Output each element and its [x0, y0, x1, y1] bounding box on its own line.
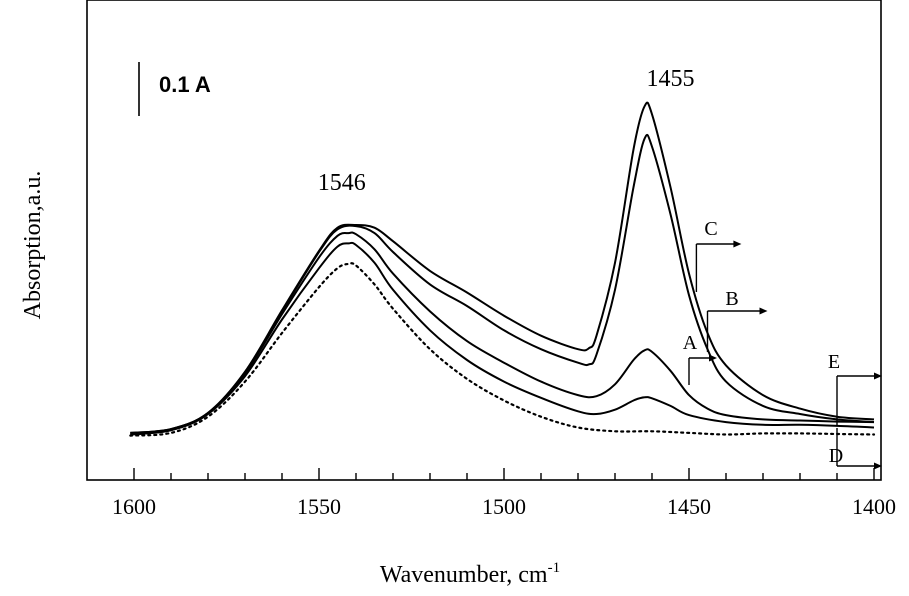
- curve-label-C: C: [696, 218, 741, 292]
- x-axis-label-sup: -1: [548, 560, 561, 576]
- curve-label-C-arrowhead: [733, 241, 741, 248]
- curve-label-C-text: C: [704, 218, 717, 240]
- y-axis-label: Absorption,a.u.: [20, 171, 46, 320]
- x-tick-label-1500: 1500: [482, 494, 526, 519]
- curve-label-E: E: [828, 351, 882, 425]
- scale-bar-label: 0.1 A: [159, 72, 211, 97]
- curve-label-E-text: E: [828, 351, 840, 373]
- curve-label-B-text: B: [725, 288, 738, 310]
- series-line-5: [130, 103, 874, 433]
- series-line-4: [130, 135, 874, 433]
- curve-label-D-text: D: [829, 445, 843, 467]
- x-tick-label-1600: 1600: [112, 494, 156, 519]
- x-ticks: 1600 1550 1500 1450 1400: [112, 468, 896, 519]
- curve-annotations: 1546 1455 A B C D E: [318, 66, 882, 470]
- series-line-1: [130, 263, 874, 435]
- series-layer: [130, 103, 874, 436]
- x-tick-label-1450: 1450: [667, 494, 711, 519]
- peak-label-1455: 1455: [647, 66, 695, 92]
- x-tick-label-1400: 1400: [852, 494, 896, 519]
- series-line-3: [130, 233, 874, 435]
- peak-label-1546: 1546: [318, 170, 366, 196]
- curve-label-A-text: A: [683, 332, 698, 354]
- x-tick-label-1550: 1550: [297, 494, 341, 519]
- curve-label-B-arrowhead: [760, 308, 768, 315]
- x-axis-label: Wavenumber, cm-1: [380, 560, 560, 588]
- curve-label-B: B: [708, 288, 768, 352]
- curve-label-A: A: [683, 332, 717, 385]
- x-axis-label-main: Wavenumber, cm: [380, 562, 548, 588]
